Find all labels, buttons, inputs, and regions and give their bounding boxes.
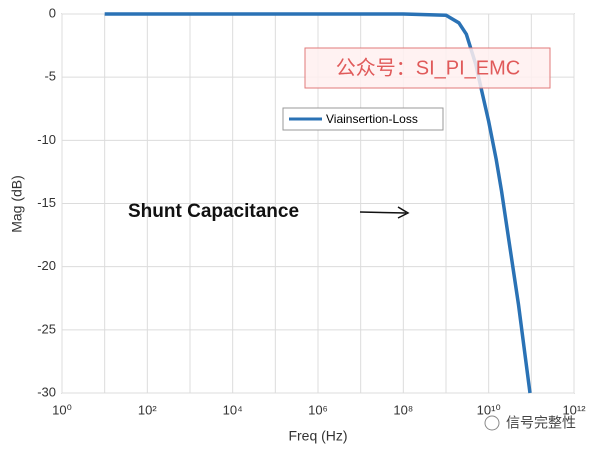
annotation: Shunt Capacitance (128, 201, 299, 222)
wechat-icon (484, 415, 500, 431)
x-tick-label: 10⁴ (223, 402, 243, 417)
y-tick-label: -15 (37, 195, 56, 210)
x-tick-label: 10⁸ (393, 402, 413, 417)
x-tick-label: 10⁶ (308, 402, 328, 417)
x-tick-label: 10⁰ (52, 402, 72, 417)
arrow (359, 211, 407, 214)
arrow-head (397, 206, 410, 219)
watermark: 公众号：SI_PI_EMC (336, 56, 520, 79)
y-tick-label: -20 (37, 258, 56, 273)
grid (61, 13, 575, 394)
y-tick-label: -30 (37, 384, 56, 399)
watermark-box (304, 47, 551, 89)
y-tick-label: -25 (37, 321, 56, 336)
series-line (104, 12, 532, 394)
x-tick-label: 10¹² (562, 402, 586, 417)
watermark: 信号完整性 (506, 415, 576, 431)
marks (104, 12, 532, 394)
y-tick-label: 0 (49, 5, 56, 20)
legend-label: Viainsertion-Loss (326, 112, 418, 126)
legend (282, 107, 444, 131)
x-tick-label: 10² (138, 402, 157, 417)
y-axis-label: Mag (dB) (9, 175, 25, 233)
x-tick-label: 10¹⁰ (477, 402, 501, 417)
x-axis-label: Freq (Hz) (288, 428, 347, 444)
y-tick-label: -5 (44, 69, 56, 84)
y-tick-label: -10 (37, 132, 56, 147)
